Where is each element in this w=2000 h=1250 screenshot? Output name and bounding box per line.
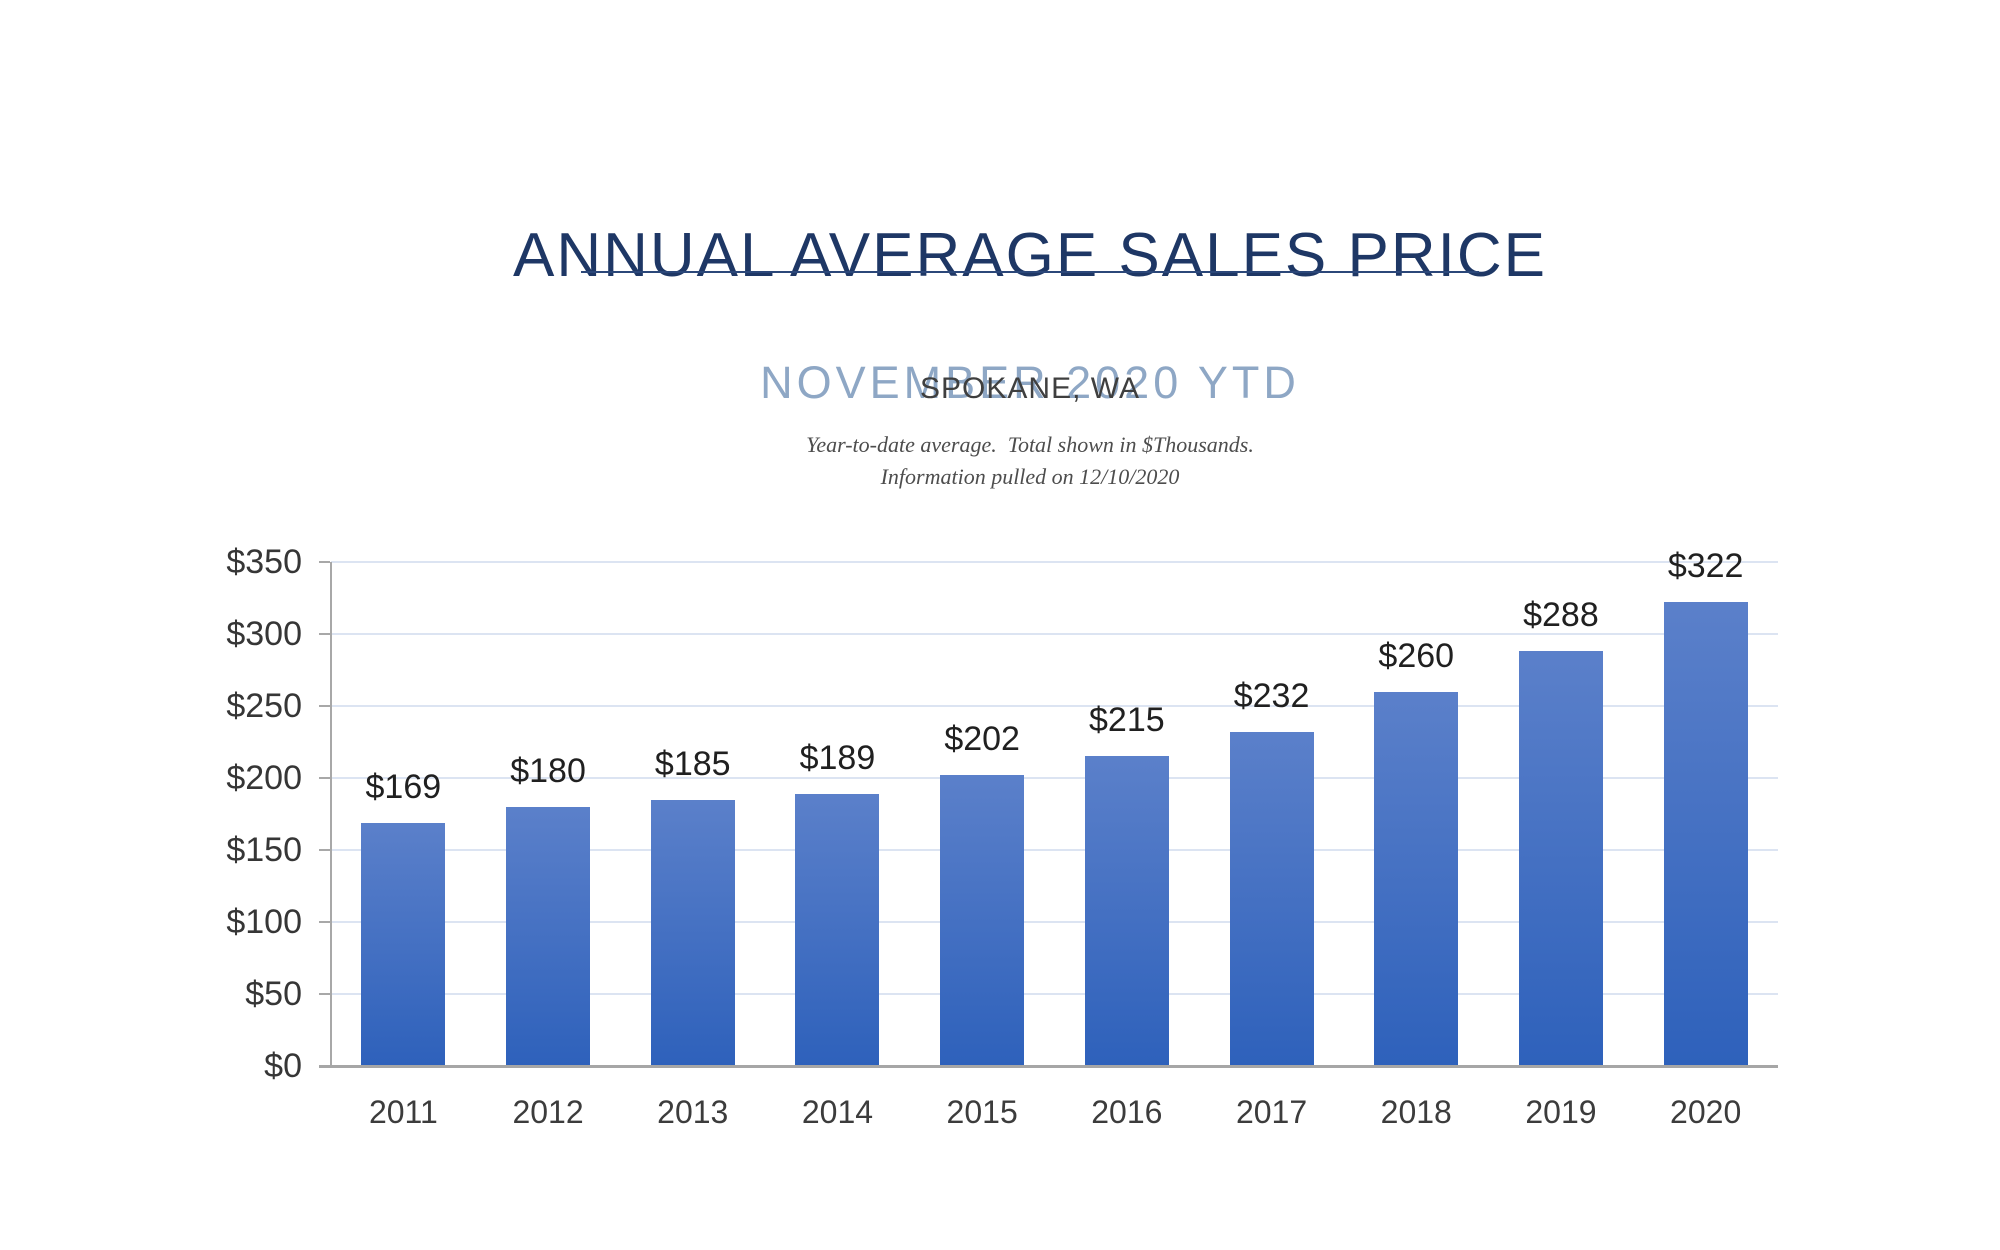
bar-value-label-2016: $215 — [1089, 701, 1165, 740]
bar-2019 — [1518, 651, 1603, 1066]
bar-2016 — [1084, 756, 1169, 1066]
gridline-50 — [331, 993, 1778, 995]
x-axis-label-2017: 2017 — [1235, 1094, 1308, 1130]
y-axis-tick-350 — [319, 561, 330, 563]
bar-value-label-2011: $169 — [365, 767, 442, 806]
x-axis-label-2020: 2020 — [1670, 1094, 1742, 1130]
y-axis-label-150: $150 — [226, 831, 302, 869]
bar-2015 — [940, 775, 1025, 1066]
gridline-350 — [331, 561, 1778, 563]
subtitle: NOVEMBER 2020 YTD — [760, 357, 1300, 409]
bar-2011 — [361, 822, 446, 1066]
bar-2018 — [1374, 691, 1459, 1066]
y-axis-label-0: $0 — [264, 1047, 302, 1085]
note-line-1: Year-to-date average. Total shown in $Th… — [806, 432, 1254, 457]
x-axis-baseline — [319, 1064, 1778, 1068]
bar-value-label-2012: $180 — [510, 751, 586, 790]
location-label: SPOKANE, WA — [920, 372, 1140, 405]
bar-value-label-2013: $185 — [654, 744, 731, 783]
y-axis-tick-300 — [319, 633, 330, 635]
y-axis-label-200: $200 — [226, 759, 302, 797]
bar-2020 — [1663, 602, 1748, 1066]
bar-value-label-2018: $260 — [1378, 636, 1455, 675]
x-axis-label-2014: 2014 — [801, 1094, 874, 1130]
y-axis-line — [330, 562, 332, 1066]
bar-2013 — [650, 799, 735, 1066]
x-axis-label-2019: 2019 — [1525, 1094, 1597, 1130]
y-axis-tick-250 — [319, 705, 330, 707]
x-axis-label-2018: 2018 — [1380, 1094, 1452, 1130]
bar-value-label-2015: $202 — [944, 720, 1020, 759]
x-axis-label-2016: 2016 — [1091, 1094, 1163, 1130]
bar-value-label-2019: $288 — [1523, 596, 1599, 635]
title-underline — [581, 271, 1479, 273]
x-axis-label-2012: 2012 — [512, 1094, 584, 1130]
gridline-300 — [331, 633, 1778, 635]
gridline-100 — [331, 921, 1778, 923]
y-axis-tick-200 — [319, 777, 330, 779]
y-axis-label-50: $50 — [245, 975, 302, 1013]
bar-2017 — [1229, 731, 1314, 1066]
page-title: ANNUAL AVERAGE SALES PRICE — [512, 220, 1547, 290]
x-axis-label-2013: 2013 — [657, 1094, 729, 1130]
x-axis-label-2015: 2015 — [946, 1094, 1018, 1130]
bar-value-label-2020: $322 — [1667, 547, 1744, 586]
y-axis-tick-50 — [319, 993, 330, 995]
y-axis-label-300: $300 — [226, 615, 302, 653]
x-axis-label-2011: 2011 — [368, 1094, 438, 1130]
y-axis-tick-150 — [319, 849, 330, 851]
bar-value-label-2017: $232 — [1233, 676, 1310, 715]
y-axis-label-250: $250 — [226, 687, 302, 725]
y-axis-tick-100 — [319, 921, 330, 923]
bar-value-label-2014: $189 — [799, 738, 876, 777]
gridline-250 — [331, 705, 1778, 707]
y-axis-label-100: $100 — [226, 903, 302, 941]
gridline-200 — [331, 777, 1778, 779]
bar-2012 — [506, 806, 591, 1066]
y-axis-label-350: $350 — [226, 543, 302, 581]
bar-2014 — [795, 793, 880, 1066]
gridline-150 — [331, 849, 1778, 851]
note-line-2: Information pulled on 12/10/2020 — [880, 464, 1180, 489]
